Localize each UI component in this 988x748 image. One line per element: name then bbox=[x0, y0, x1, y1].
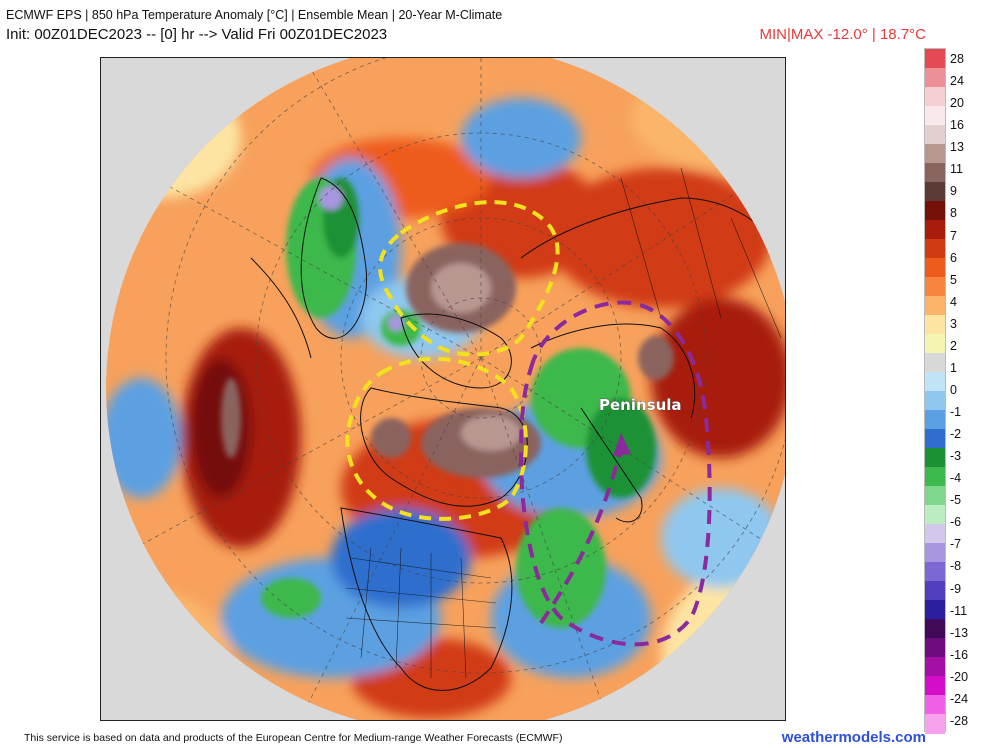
arrow-head-icon bbox=[613, 433, 631, 456]
map-canvas: Peninsula bbox=[101, 58, 785, 720]
colorbar-tick-label: -13 bbox=[950, 625, 969, 640]
colorbar-tick-label: 3 bbox=[950, 316, 957, 331]
colorbar-tick-label: -4 bbox=[950, 471, 962, 486]
colorbar-segment bbox=[925, 429, 945, 449]
colorbar-segment bbox=[925, 543, 945, 563]
colorbar-segment bbox=[925, 239, 945, 259]
colorbar-segment bbox=[925, 467, 945, 487]
colorbar-tick-label: 0 bbox=[950, 382, 957, 397]
colorbar-tick-label: -3 bbox=[950, 449, 962, 464]
brand-link[interactable]: weathermodels.com bbox=[781, 729, 926, 746]
colorbar-segment bbox=[925, 638, 945, 658]
colorbar-segment bbox=[925, 353, 945, 373]
chart-title: ECMWF EPS | 850 hPa Temperature Anomaly … bbox=[6, 8, 503, 22]
colorbar-tick-label: -20 bbox=[950, 669, 969, 684]
init-valid-line: Init: 00Z01DEC2023 -- [0] hr --> Valid F… bbox=[6, 26, 388, 43]
min-max-readout: MIN|MAX -12.0° | 18.7°C bbox=[759, 26, 926, 43]
source-credit: This service is based on data and produc… bbox=[24, 732, 563, 744]
colorbar-tick-label: 6 bbox=[950, 250, 957, 265]
colorbar-segment bbox=[925, 600, 945, 620]
peninsula-label: Peninsula bbox=[599, 396, 682, 414]
colorbar-tick-label: -28 bbox=[950, 713, 969, 728]
colorbar-segment bbox=[925, 505, 945, 525]
colorbar-tick-label: 2 bbox=[950, 338, 957, 353]
colorbar-tick-label: 5 bbox=[950, 272, 957, 287]
colorbar-tick-label: 20 bbox=[950, 96, 964, 111]
colorbar-tick-label: -7 bbox=[950, 537, 962, 552]
borders bbox=[345, 167, 782, 679]
colorbar-tick-label: -1 bbox=[950, 405, 962, 420]
colorbar-segment bbox=[925, 657, 945, 677]
colorbar-segment bbox=[925, 524, 945, 544]
colorbar-segment bbox=[925, 562, 945, 582]
colorbar-tick-label: -5 bbox=[950, 493, 962, 508]
colorbar-tick-label: 11 bbox=[950, 162, 963, 177]
colorbar-segment bbox=[925, 372, 945, 392]
colorbar-segment bbox=[925, 486, 945, 506]
colorbar-segment bbox=[925, 49, 945, 69]
colorbar-tick-label: -8 bbox=[950, 559, 962, 574]
colorbar-segment bbox=[925, 163, 945, 183]
colorbar-segment bbox=[925, 676, 945, 696]
colorbar-segment bbox=[925, 144, 945, 164]
colorbar-tick-label: 28 bbox=[950, 52, 964, 66]
colorbar-segment bbox=[925, 125, 945, 145]
anomaly-map: Peninsula bbox=[100, 57, 786, 721]
colorbar-tick-label: -11 bbox=[950, 603, 968, 618]
colorbar-tick-label: 4 bbox=[950, 294, 957, 309]
colorbar-tick-label: 7 bbox=[950, 228, 957, 243]
colorbar-tick-label: 13 bbox=[950, 140, 964, 155]
colorbar-segment bbox=[925, 448, 945, 468]
warm-anomaly-outline bbox=[345, 200, 560, 521]
colorbar-segment bbox=[925, 334, 945, 354]
colorbar-segment bbox=[925, 258, 945, 278]
colorbar-tick-label: -6 bbox=[950, 515, 962, 530]
colorbar-tick-label: -16 bbox=[950, 647, 969, 662]
colorbar-tick-label: -9 bbox=[950, 581, 962, 596]
colorbar-segment bbox=[925, 182, 945, 202]
colorbar-segment bbox=[925, 220, 945, 240]
colorbar-segment bbox=[925, 277, 945, 297]
colorbar-segment bbox=[925, 201, 945, 221]
colorbar-segment bbox=[925, 315, 945, 335]
colorbar-segment bbox=[925, 391, 945, 411]
colorbar-tick-label: 8 bbox=[950, 206, 957, 221]
colorbar-tick-label: 1 bbox=[950, 360, 957, 375]
colorbar-segment bbox=[925, 695, 945, 715]
colorbar-segment bbox=[925, 68, 945, 88]
colorbar-segment bbox=[925, 296, 945, 316]
colorbar-segment bbox=[925, 619, 945, 639]
colorbar-tick-label: 16 bbox=[950, 118, 964, 133]
colorbar-tick-label: 24 bbox=[950, 74, 964, 89]
colorbar-tick-label: -24 bbox=[950, 691, 969, 706]
colorbar-segment bbox=[925, 581, 945, 601]
colorbar-segment bbox=[925, 410, 945, 430]
anomaly-field bbox=[106, 58, 785, 720]
cold-anomaly-outline bbox=[518, 300, 712, 647]
colorbar bbox=[924, 48, 946, 734]
colorbar-segment bbox=[925, 106, 945, 126]
colorbar-segment bbox=[925, 87, 945, 107]
colorbar-tick-label: -2 bbox=[950, 427, 962, 442]
colorbar-segment bbox=[925, 714, 945, 734]
colorbar-tick-label: 9 bbox=[950, 184, 957, 199]
